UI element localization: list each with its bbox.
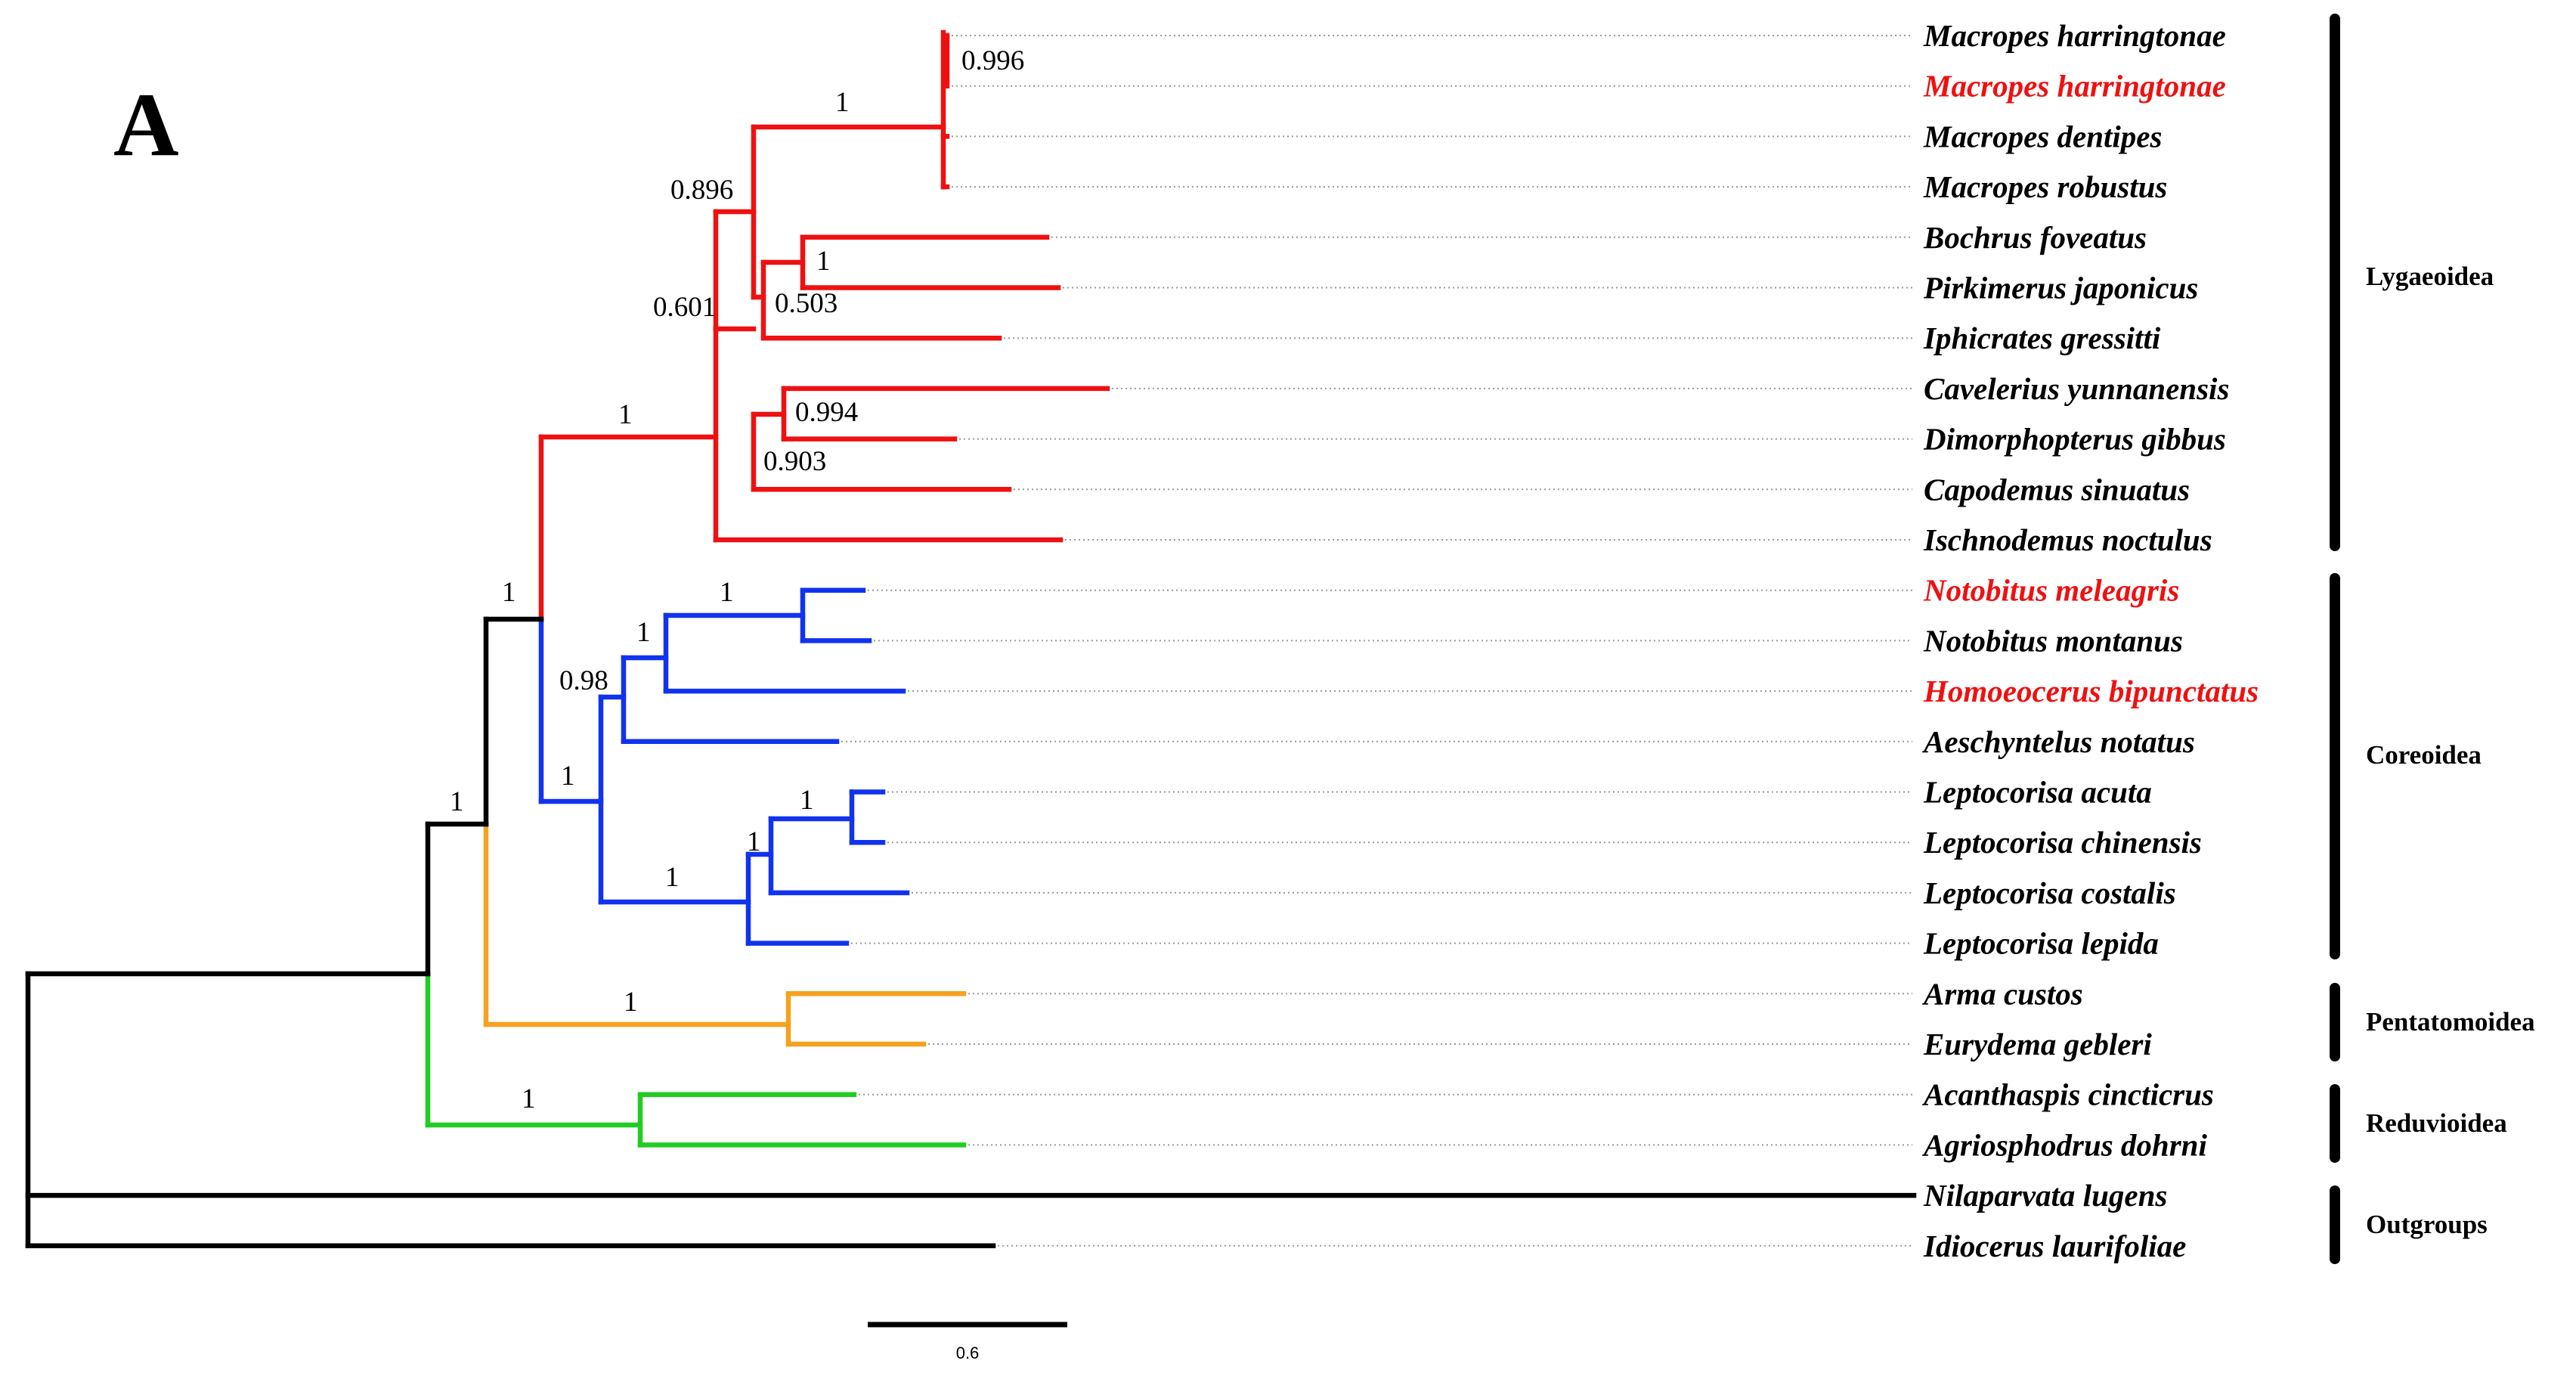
support-value: 1	[502, 577, 516, 608]
taxon-label: Aeschyntelus notatus	[1921, 724, 2195, 759]
taxon-label: Leptocorisa chinensis	[1923, 825, 2202, 860]
taxon-label: Nilaparvata lugens	[1923, 1178, 2167, 1213]
taxon-label: Macropes robustus	[1923, 169, 2167, 204]
taxon-label: Macropes harringtonae	[1923, 69, 2226, 104]
taxon-label: Arma custos	[1921, 976, 2083, 1011]
taxon-label: Leptocorisa costalis	[1923, 875, 2176, 910]
taxon-label: Leptocorisa lepida	[1923, 926, 2159, 961]
support-value: 1	[450, 786, 464, 817]
group-label-reduvioidea: Reduvioidea	[2366, 1108, 2507, 1138]
support-value: 1	[561, 761, 575, 792]
taxon-label: Notobitus montanus	[1923, 623, 2183, 658]
taxon-label: Agriosphodrus dohrni	[1921, 1127, 2207, 1162]
group-label-coreoidea: Coreoidea	[2366, 740, 2482, 770]
group-label-pentatomoidea: Pentatomoidea	[2366, 1007, 2535, 1037]
support-value: 0.994	[795, 397, 858, 428]
taxon-label: Acanthaspis cincticrus	[1921, 1077, 2214, 1112]
support-value: 1	[747, 826, 761, 857]
panel-label: A	[113, 74, 179, 175]
support-value: 1	[835, 87, 850, 118]
taxon-label: Eurydema gebleri	[1923, 1027, 2152, 1061]
support-value: 0.896	[670, 175, 733, 206]
support-value: 1	[522, 1083, 536, 1114]
taxon-label: Leptocorisa acuta	[1923, 775, 2152, 810]
scale-bar-label: 0.6	[956, 1343, 980, 1362]
group-label-outgroups: Outgroups	[2366, 1210, 2488, 1239]
support-value: 1	[665, 862, 680, 893]
taxon-label: Pirkimerus japonicus	[1923, 271, 2198, 305]
taxon-label: Ischnodemus noctulus	[1923, 522, 2212, 557]
support-value: 1	[624, 987, 638, 1018]
support-value: 0.503	[775, 288, 838, 319]
taxon-label: Idiocerus laurifoliae	[1923, 1229, 2186, 1263]
support-value: 0.903	[763, 446, 826, 477]
taxon-label: Macropes dentipes	[1923, 119, 2162, 153]
support-value: 1	[816, 246, 831, 277]
taxon-label: Capodemus sinuatus	[1924, 472, 2190, 507]
support-value: 1	[720, 577, 734, 608]
support-value: 1	[636, 617, 651, 648]
taxon-label: Homoeocerus bipunctatus	[1923, 674, 2259, 708]
support-value: 0.996	[961, 45, 1024, 76]
taxon-label: Bochrus foveatus	[1923, 220, 2147, 255]
taxon-label: Macropes harringtonae	[1923, 18, 2226, 53]
support-value: 1	[800, 785, 814, 816]
group-label-lygaeoidea: Lygaeoidea	[2366, 262, 2494, 291]
taxon-label: Dimorphopterus gibbus	[1923, 422, 2226, 457]
taxon-label: Cavelerius yunnanensis	[1924, 371, 2229, 406]
support-value: 1	[618, 399, 633, 430]
support-value: 0.98	[559, 665, 608, 696]
taxon-label: Iphicrates gressitti	[1923, 321, 2161, 355]
taxon-label: Notobitus meleagris	[1923, 573, 2179, 608]
support-value: 0.601	[653, 292, 716, 323]
